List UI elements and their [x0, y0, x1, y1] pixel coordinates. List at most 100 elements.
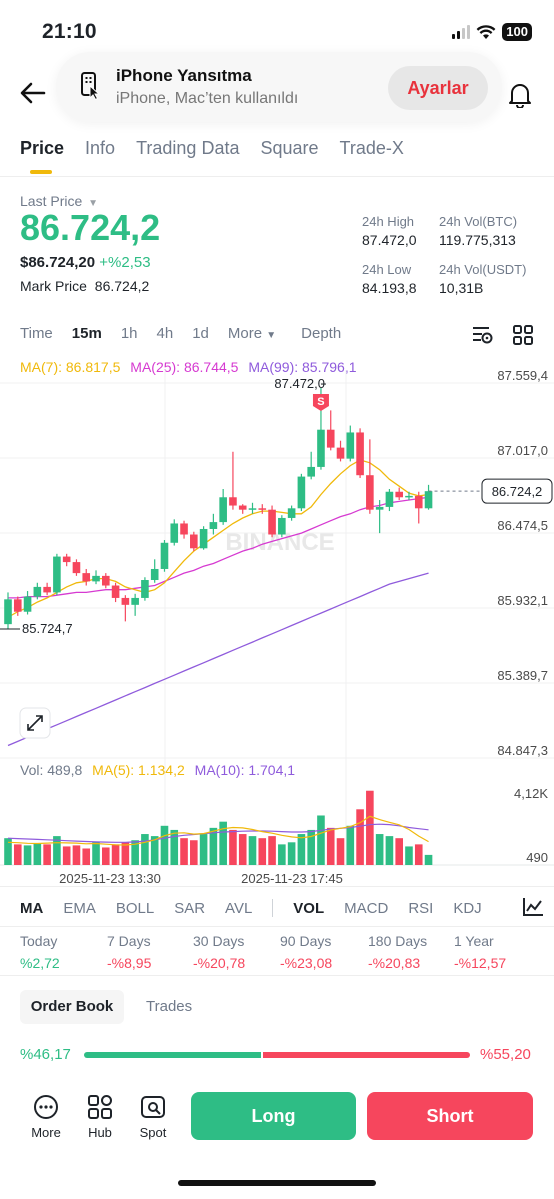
tab-trades[interactable]: Trades — [146, 998, 193, 1015]
timeframe-more[interactable]: More ▼ — [227, 325, 277, 342]
indicator-avl[interactable]: AVL — [225, 899, 253, 917]
timeframe-depth[interactable]: Depth — [301, 325, 342, 342]
last-price-label[interactable]: Last Price ▼ — [20, 193, 99, 209]
candle-body — [395, 491, 403, 498]
time-axis-label: 2025-11-23 17:45 — [241, 871, 343, 886]
tab-price[interactable]: Price — [20, 138, 65, 174]
layout-grid-icon[interactable] — [513, 325, 533, 345]
candle-body — [268, 509, 276, 535]
more-label: More — [31, 1125, 61, 1140]
candle-body — [72, 562, 81, 574]
candle-body — [385, 491, 394, 507]
hub-button[interactable]: Hub — [80, 1094, 120, 1140]
indicator-rsi[interactable]: RSI — [408, 899, 434, 917]
volume-bar — [33, 843, 42, 865]
timeframe-4h[interactable]: 4h — [156, 325, 174, 342]
ma7-legend: MA(7): 86.817,5 — [20, 359, 121, 375]
indicator-sar[interactable]: SAR — [174, 899, 206, 917]
low-marker-label: 85.724,7 — [22, 621, 73, 636]
candle-body — [160, 542, 169, 569]
indicator-ma[interactable]: MA — [20, 899, 44, 917]
expand-icon — [27, 715, 43, 731]
phone-mirroring-icon — [81, 72, 100, 100]
candle-body — [121, 597, 130, 605]
volume-bar — [414, 844, 423, 865]
volume-axis-bottom: 490 — [526, 850, 548, 865]
performance-value: %2,72 — [20, 955, 60, 971]
performance-label: 180 Days — [368, 933, 428, 949]
volume-bar — [82, 848, 91, 865]
volume-bar — [121, 842, 130, 865]
volume-bar — [53, 836, 61, 865]
tab-info[interactable]: Info — [85, 138, 116, 158]
buy-ratio-bar — [84, 1052, 261, 1058]
volume-bar — [278, 844, 286, 865]
vol-ma10-line — [7, 823, 429, 843]
tab-trade-x[interactable]: Trade-X — [339, 138, 404, 158]
volume-bar — [375, 834, 384, 865]
banner-subtitle: iPhone, Mac’ten kullanıldı — [116, 90, 299, 107]
price-chart[interactable]: BINANCE87.559,487.017,086.474,585.932,18… — [0, 370, 554, 890]
mark-price-line: Mark Price 86.724,2 — [20, 278, 149, 294]
sell-percent: %55,20 — [480, 1046, 531, 1063]
candle-body — [414, 495, 423, 509]
timeframe-1h[interactable]: 1h — [120, 325, 138, 342]
volume-bar — [199, 834, 208, 865]
bell-icon[interactable] — [508, 82, 532, 108]
volume-bar — [258, 838, 267, 865]
long-button[interactable]: Long — [191, 1092, 356, 1140]
candle-body — [346, 432, 355, 459]
vol-ma5-line — [7, 815, 429, 846]
performance-label: Today — [20, 933, 58, 949]
back-arrow-icon[interactable] — [20, 82, 46, 104]
wifi-icon — [476, 24, 496, 39]
time-axis-label: 2025-11-23 13:30 — [59, 871, 161, 886]
low-label: 24h Low — [362, 262, 412, 277]
tab-order-book[interactable]: Order Book — [20, 990, 124, 1024]
candle-body — [82, 573, 91, 582]
more-dots-icon — [34, 1095, 58, 1119]
vol-btc-label: 24h Vol(BTC) — [439, 214, 518, 229]
volume-bar — [13, 844, 22, 865]
ma99-line — [7, 572, 429, 747]
volume-bar — [219, 821, 227, 865]
caret-down-icon: ▼ — [88, 198, 99, 209]
settings-button[interactable]: Ayarlar — [388, 66, 488, 110]
timeframe-bar: Time 15m 1h 4h 1d More ▼ Depth — [20, 325, 341, 342]
cellular-signal-icon — [452, 25, 471, 39]
volume-bar — [385, 836, 394, 865]
timeframe-15m[interactable]: 15m — [71, 325, 102, 342]
buy-percent: %46,17 — [20, 1046, 71, 1063]
indicator-boll[interactable]: BOLL — [115, 899, 155, 917]
price-axis-label: 87.017,0 — [497, 443, 548, 458]
performance-label: 30 Days — [193, 933, 245, 949]
volume-bar — [287, 842, 296, 865]
volume-bar — [297, 834, 306, 865]
indicator-chart-icon[interactable] — [522, 897, 544, 917]
tab-square[interactable]: Square — [260, 138, 319, 158]
price-axis-label: 85.932,1 — [497, 593, 548, 608]
indicator-kdj[interactable]: KDJ — [453, 899, 482, 917]
candle-body — [180, 523, 188, 535]
volume-bar — [307, 829, 315, 865]
vol-btc-value: 119.775,313 — [439, 232, 516, 248]
tab-trading-data[interactable]: Trading Data — [136, 138, 240, 158]
timeframe-time[interactable]: Time — [20, 325, 53, 342]
chart-settings-icon[interactable] — [472, 325, 494, 345]
short-button[interactable]: Short — [367, 1092, 533, 1140]
spot-button[interactable]: Spot — [133, 1094, 173, 1140]
indicator-macd[interactable]: MACD — [344, 899, 389, 917]
sell-signal-badge — [312, 394, 329, 412]
candle-body — [62, 556, 71, 563]
timeframe-1d[interactable]: 1d — [192, 325, 209, 342]
candle-body — [326, 429, 335, 448]
usd-price-line: $86.724,20 +%2,53 — [20, 254, 151, 271]
indicator-vol[interactable]: VOL — [293, 899, 325, 917]
high-value: 87.472,0 — [362, 232, 417, 248]
volume-bar — [180, 838, 188, 865]
more-button[interactable]: More — [26, 1094, 66, 1140]
performance-value: -%8,95 — [107, 955, 152, 971]
candle-body — [13, 599, 22, 612]
indicator-ema[interactable]: EMA — [63, 899, 96, 917]
performance-value: -%23,08 — [280, 955, 333, 971]
